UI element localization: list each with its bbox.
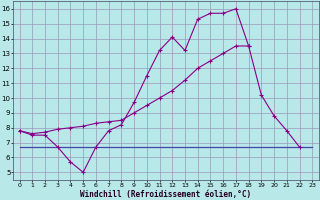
X-axis label: Windchill (Refroidissement éolien,°C): Windchill (Refroidissement éolien,°C) (80, 190, 252, 199)
